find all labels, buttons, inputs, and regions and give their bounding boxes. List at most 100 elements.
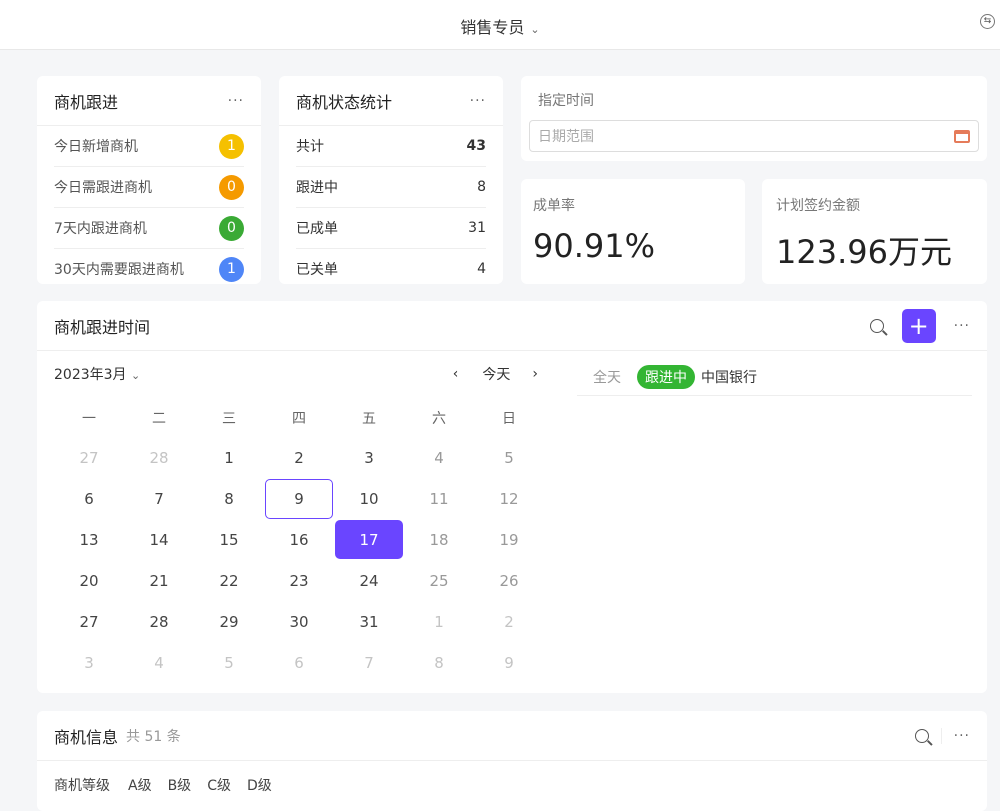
calendar-day[interactable]: 4 [124,642,194,683]
add-button[interactable]: + [901,308,936,343]
calendar-day[interactable]: 7 [334,642,404,683]
next-month-icon[interactable]: › [532,366,538,382]
calendar-day[interactable]: 15 [194,519,264,560]
calendar-day[interactable]: 8 [194,478,264,519]
calendar-day[interactable]: 8 [404,642,474,683]
search-icon[interactable] [869,318,884,333]
weekday-header: 日 [502,411,516,427]
item-label: 跟进中 [296,180,338,196]
calendar-day[interactable]: 28 [124,601,194,642]
calendar-day[interactable]: 6 [264,642,334,683]
calendar-day[interactable]: 29 [194,601,264,642]
calendar-day[interactable]: 4 [404,437,474,478]
calendar-day[interactable]: 3 [334,437,404,478]
calendar-day[interactable]: 1 [404,601,474,642]
calendar-day[interactable]: 27 [54,437,124,478]
calendar-day[interactable]: 24 [334,560,404,601]
level-filter-option[interactable]: B级 [167,778,192,794]
calendar-day[interactable]: 12 [474,478,544,519]
count-badge: 0 [219,215,244,241]
calendar-day[interactable]: 18 [404,519,474,560]
day-number: 15 [219,530,239,549]
calendar-day[interactable]: 7 [124,478,194,519]
status-card: 商机状态统计 ··· 共计 43 跟进中 8 已成单 31 已关单 4 [279,76,503,284]
prev-month-icon[interactable]: ‹ [452,366,459,382]
list-item[interactable]: 跟进中 8 [296,167,486,208]
calendar-day[interactable]: 22 [194,560,264,601]
list-item[interactable]: 已成单 31 [296,208,486,249]
rate-label: 成单率 [533,198,575,214]
calendar-day[interactable]: 23 [264,560,334,601]
calendar-day[interactable]: 19 [474,519,544,560]
calendar-day[interactable]: 9 [474,642,544,683]
list-item[interactable]: 30天内需要跟进商机 1 [54,249,244,284]
calendar-day[interactable]: 26 [474,560,544,601]
card-title: 商机跟进 [54,92,119,112]
calendar-day[interactable]: 10 [334,478,404,519]
day-number: 8 [434,653,444,672]
day-number: 1 [434,612,444,631]
calendar-day[interactable]: 5 [194,642,264,683]
rate-card: 成单率 90.91% [521,179,745,284]
level-filter-option[interactable]: A级 [128,778,152,794]
day-number: 6 [294,653,304,672]
level-filter-option[interactable]: D级 [246,778,272,794]
day-number: 17 [335,520,403,559]
day-number: 4 [434,448,444,467]
list-item[interactable]: 今日新增商机 1 [54,126,244,167]
calendar-day[interactable]: 6 [54,478,124,519]
calendar-day[interactable]: 30 [264,601,334,642]
list-item[interactable]: 7天内跟进商机 0 [54,208,244,249]
event-name: 中国银行 [701,370,757,386]
level-filter-option[interactable]: C级 [207,778,231,794]
calendar-day[interactable]: 21 [124,560,194,601]
day-number: 11 [429,489,449,508]
list-item[interactable]: 已关单 4 [296,249,486,284]
day-number: 7 [154,489,164,508]
month-selector[interactable]: 2023年3月 ⌄ [54,367,141,383]
more-icon[interactable]: ··· [953,727,970,744]
item-label: 今日新增商机 [54,139,138,155]
calendar-day[interactable]: 2 [474,601,544,642]
calendar-day[interactable]: 13 [54,519,124,560]
calendar-day[interactable]: 5 [474,437,544,478]
calendar-day[interactable]: 11 [404,478,474,519]
event-item[interactable]: 全天 跟进中 中国银行 [577,359,972,396]
more-icon[interactable]: ··· [227,92,244,109]
day-number: 2 [504,612,514,631]
chevron-down-icon: ⌄ [530,23,540,36]
calendar-day[interactable]: 17 [334,519,404,560]
calendar-day[interactable]: 1 [194,437,264,478]
calendar-day[interactable]: 28 [124,437,194,478]
weekday-header: 一 [82,411,96,427]
amount-value: 123.96万元 [776,233,952,271]
weekday-header: 四 [292,411,306,427]
list-item[interactable]: 今日需跟进商机 0 [54,167,244,208]
search-icon[interactable] [914,728,929,743]
level-filter-label: 商机等级 [54,778,110,794]
list-item[interactable]: 共计 43 [296,126,486,167]
role-selector[interactable]: 销售专员 ⌄ [460,18,540,37]
day-number: 3 [364,448,374,467]
calendar-day[interactable]: 2 [264,437,334,478]
calendar-day[interactable]: 20 [54,560,124,601]
item-label: 共计 [296,139,324,155]
rate-value: 90.91% [533,227,656,265]
day-number: 4 [154,653,164,672]
more-icon[interactable]: ··· [469,92,486,109]
item-value: 31 [468,220,486,236]
calendar-grid: 一二三四五六日 27 28 1 2 3 4 5 6 7 8 9 10 11 12 13 14 15 16 17 18 19… [54,399,544,683]
calendar-day[interactable]: 31 [334,601,404,642]
date-range-input[interactable]: 日期范围 [529,120,979,152]
calendar-icon[interactable] [954,129,970,143]
calendar-day[interactable]: 25 [404,560,474,601]
day-number: 26 [499,571,519,590]
calendar-day[interactable]: 16 [264,519,334,560]
today-button[interactable]: 今天 [482,367,511,383]
calendar-day[interactable]: 14 [124,519,194,560]
calendar-day[interactable]: 3 [54,642,124,683]
calendar-day[interactable]: 9 [264,478,334,519]
more-icon[interactable]: ··· [953,317,970,334]
switch-icon[interactable]: ⇆ [980,14,995,29]
calendar-day[interactable]: 27 [54,601,124,642]
